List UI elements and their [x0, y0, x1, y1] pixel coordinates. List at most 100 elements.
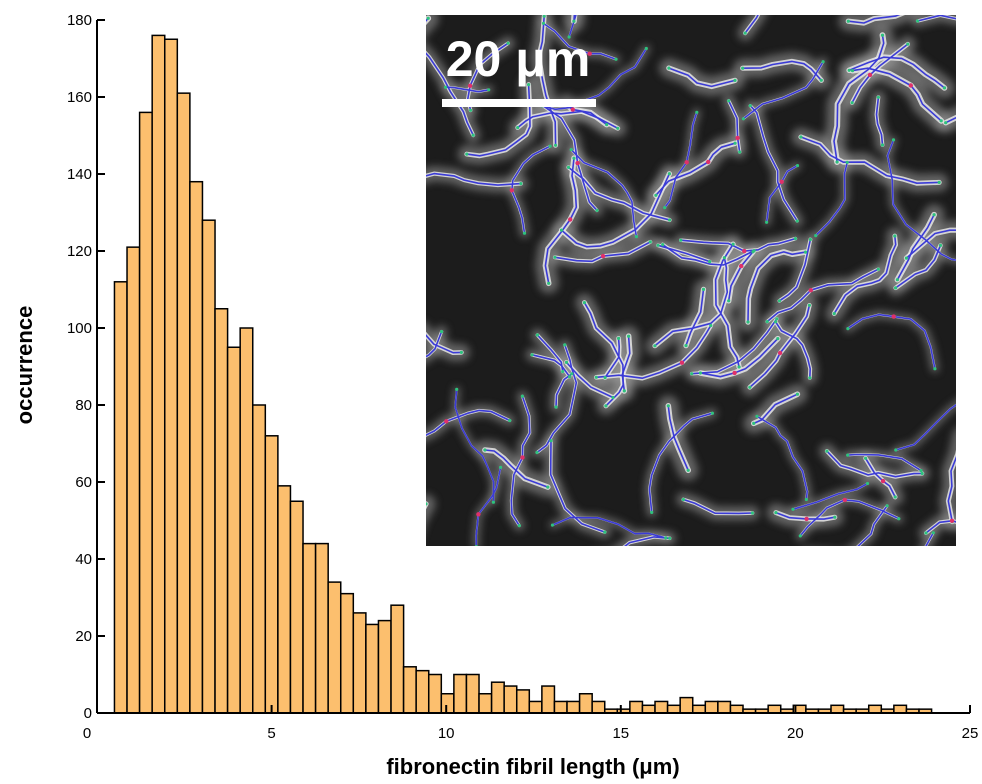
endpoint-node: [748, 385, 752, 389]
endpoint-node: [535, 333, 540, 337]
fibril-skeleton: [538, 16, 557, 146]
endpoint-node: [582, 301, 587, 305]
endpoint-node: [733, 141, 737, 145]
endpoint-node: [459, 350, 463, 354]
junction-node: [679, 360, 685, 365]
endpoint-node: [611, 395, 615, 400]
endpoint-node: [937, 180, 941, 184]
junction-node: [520, 455, 525, 460]
fibril-skeleton: [667, 405, 689, 471]
endpoint-node: [916, 6, 919, 9]
endpoint-node: [378, 178, 381, 181]
junction-node: [742, 248, 747, 254]
endpoint-node: [799, 135, 803, 139]
endpoint-node: [594, 375, 598, 379]
endpoint-node: [698, 371, 703, 375]
endpoint-node: [880, 33, 885, 37]
fibril-skeleton: [560, 173, 671, 248]
endpoint-node: [426, 502, 428, 506]
endpoint-node: [750, 511, 755, 515]
endpoint-node: [572, 156, 576, 160]
fibril-skeleton: [531, 354, 571, 378]
endpoint-node: [614, 57, 618, 61]
endpoint-node: [549, 439, 553, 443]
fibril-skeleton: [683, 498, 753, 515]
endpoint-node: [474, 545, 478, 546]
fibril-skeleton: [596, 325, 712, 379]
junction-node: [706, 159, 711, 165]
endpoint-node: [667, 66, 671, 70]
fibril-skeleton: [792, 482, 868, 511]
histogram-bar: [566, 700, 581, 714]
endpoint-node: [832, 312, 836, 316]
histogram-bar: [226, 346, 241, 714]
endpoint-node: [561, 369, 565, 374]
histogram-bar: [478, 693, 493, 714]
junction-node: [476, 512, 481, 517]
fibril-skeleton: [753, 393, 798, 425]
histogram-bar: [138, 111, 153, 714]
histogram-bar: [578, 693, 593, 714]
endpoint-node: [920, 471, 924, 476]
histogram-bar: [729, 704, 744, 714]
endpoint-node: [617, 336, 621, 340]
endpoint-node: [520, 394, 525, 398]
fibril-skeleton: [857, 505, 888, 546]
endpoint-node: [517, 524, 521, 528]
endpoint-node: [895, 278, 900, 282]
y-tick-label: 120: [67, 243, 92, 260]
histogram-bar: [440, 693, 455, 714]
histogram-bar: [402, 666, 417, 714]
fibril-skeleton: [466, 84, 531, 157]
endpoint-node: [932, 213, 936, 217]
fibril-skeleton: [742, 60, 822, 81]
fibril-skeleton: [583, 302, 624, 407]
histogram-bar: [629, 700, 644, 714]
endpoint-node: [777, 299, 782, 303]
endpoint-node: [893, 234, 897, 238]
y-tick-label: 40: [75, 551, 92, 568]
fibril-skeleton: [549, 440, 606, 533]
histogram-bar: [390, 604, 405, 714]
endpoint-node: [919, 469, 923, 473]
fibril-skeleton: [727, 100, 741, 153]
endpoint-node: [748, 104, 752, 108]
histogram-bar: [679, 696, 694, 714]
endpoint-node: [846, 453, 850, 457]
junction-node: [739, 263, 744, 269]
endpoint-node: [795, 164, 800, 168]
x-tick-label: 5: [267, 725, 275, 742]
endpoint-node: [564, 360, 569, 364]
endpoint-node: [567, 35, 571, 39]
junction-node: [842, 497, 847, 503]
endpoint-node: [793, 237, 798, 241]
fibril-skeleton: [454, 389, 495, 503]
endpoint-node: [595, 208, 599, 212]
histogram-bar: [490, 681, 505, 714]
endpoint-node: [542, 15, 546, 18]
endpoint-node: [798, 534, 802, 538]
endpoint-node: [805, 552, 808, 555]
y-tick-label: 20: [75, 628, 92, 645]
endpoint-node: [825, 449, 829, 453]
junction-node: [568, 217, 573, 222]
endpoint-node: [741, 117, 746, 121]
fibril-skeleton: [886, 139, 956, 261]
fibril-skeleton: [555, 373, 573, 408]
fibril-skeleton: [896, 214, 935, 281]
fibril-skeleton: [756, 415, 808, 500]
endpoint-node: [541, 21, 546, 25]
endpoint-node: [865, 481, 870, 486]
histogram-bar: [151, 34, 166, 714]
endpoint-node: [885, 575, 888, 578]
histogram-bar: [691, 704, 707, 714]
fibril-skeleton: [445, 86, 489, 93]
endpoint-node: [850, 69, 855, 73]
endpoint-node: [968, 261, 971, 264]
endpoint-node: [604, 404, 608, 408]
histogram-bar: [239, 327, 254, 714]
y-tick-label: 180: [67, 12, 92, 29]
endpoint-node: [847, 68, 851, 72]
x-tick-label: 15: [612, 725, 629, 742]
